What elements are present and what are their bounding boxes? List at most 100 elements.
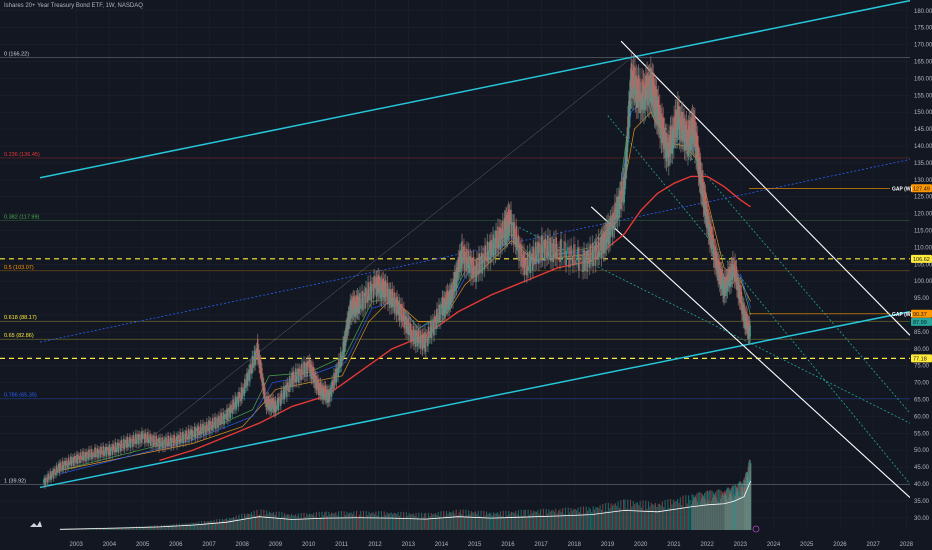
candle-body	[400, 310, 402, 323]
event-marker-icon[interactable]	[752, 525, 760, 533]
candle-body	[744, 312, 746, 329]
candle-body	[641, 79, 643, 110]
candle-body	[159, 437, 161, 447]
candle-body	[702, 195, 704, 197]
volume-bar	[544, 515, 546, 530]
tradingview-logo-icon[interactable]	[30, 521, 42, 527]
candle-body	[587, 250, 589, 257]
candle-body	[362, 296, 364, 311]
candle-body	[618, 196, 620, 218]
candle-body	[202, 423, 204, 431]
candle-body	[611, 215, 613, 227]
volume-bar	[509, 513, 511, 530]
volume-bar	[719, 498, 721, 530]
candle-body	[379, 284, 381, 299]
time-tick-label-15: 2018	[568, 542, 582, 548]
volume-bar	[386, 512, 388, 530]
volume-bar	[628, 508, 630, 530]
volume-bar	[338, 511, 340, 530]
candle-body	[626, 136, 628, 169]
price-tick-label-20: 130.00	[914, 178, 932, 184]
candle-body	[479, 253, 481, 274]
price-tick-label-5: 55.00	[914, 431, 930, 437]
volume-bar	[94, 528, 96, 530]
volume-bar	[461, 514, 463, 530]
volume-bar	[228, 517, 230, 530]
candle-body	[279, 398, 281, 406]
volume-bar	[246, 513, 248, 530]
volume-bar	[571, 510, 573, 530]
candle-body	[354, 301, 356, 318]
candle-body	[432, 320, 434, 336]
candle-body	[421, 334, 423, 351]
volume-bar	[333, 513, 335, 530]
volume-bar	[609, 508, 611, 530]
volume-bar	[468, 510, 470, 530]
candle-body	[549, 237, 551, 262]
candle-body	[314, 375, 316, 389]
candle-body	[501, 220, 503, 247]
candle-body	[688, 120, 690, 147]
volume-bar	[115, 528, 117, 530]
volume-bar	[165, 525, 167, 530]
candle-body	[664, 133, 666, 159]
candle-body	[416, 336, 418, 347]
candle-body	[396, 296, 398, 316]
candle-body	[272, 407, 274, 409]
volume-bar	[516, 514, 518, 530]
candle-body	[482, 253, 484, 256]
volume-bar	[611, 505, 614, 530]
candle-body	[620, 198, 622, 210]
volume-bar	[685, 495, 687, 530]
time-tick-label-20: 2023	[734, 542, 748, 548]
candle-body	[445, 292, 447, 307]
volume-bar	[293, 515, 295, 530]
volume-bar	[390, 512, 392, 530]
candle-body	[489, 241, 491, 263]
volume-bar	[661, 501, 663, 530]
candle-body	[156, 435, 158, 448]
price-tick-label-8: 70.00	[914, 381, 930, 387]
candle-body	[153, 435, 155, 447]
candle-body	[162, 440, 164, 449]
candle-body	[388, 289, 390, 293]
time-axis[interactable]: 2003 2004 2005 2006 2007 2008 2009 2010 2011 2012…	[0, 536, 932, 550]
candle-body	[62, 460, 64, 470]
volume-bar	[570, 507, 572, 530]
candle-body	[170, 436, 172, 448]
candle-body	[426, 335, 428, 337]
candle-body	[209, 421, 211, 434]
volume-bar	[614, 503, 616, 530]
candle-body	[146, 438, 148, 443]
candle-body	[520, 248, 522, 267]
volume-bar	[325, 511, 327, 530]
candle-body	[473, 256, 475, 275]
volume-bar	[463, 516, 466, 530]
volume-bar	[668, 507, 670, 530]
volume-bar	[210, 520, 212, 530]
volume-bar	[531, 513, 533, 530]
candle-body	[69, 464, 71, 465]
volume-bar	[670, 499, 672, 530]
volume-bar	[517, 510, 519, 530]
candle-body	[73, 457, 75, 466]
volume-bar	[475, 511, 477, 530]
price-axis[interactable]: 30.00 35.00 40.00 45.00 50.00 55.00 60.00 65.00…	[910, 0, 932, 550]
candle-body	[261, 378, 263, 386]
volume-bar	[720, 490, 722, 530]
candle-body	[345, 325, 347, 334]
candle-body	[747, 321, 749, 339]
candle-body	[631, 70, 633, 98]
candle-body	[291, 372, 293, 385]
volume-bar	[181, 523, 183, 530]
candle-body	[378, 274, 380, 293]
candle-body	[713, 246, 715, 261]
candle-body	[627, 129, 629, 135]
time-tick-label-24: 2027	[866, 542, 880, 548]
volume-bar	[154, 525, 156, 530]
candle-body	[488, 250, 490, 264]
candle-body	[476, 258, 478, 270]
volume-bar	[705, 491, 707, 530]
candle-body	[153, 435, 155, 443]
